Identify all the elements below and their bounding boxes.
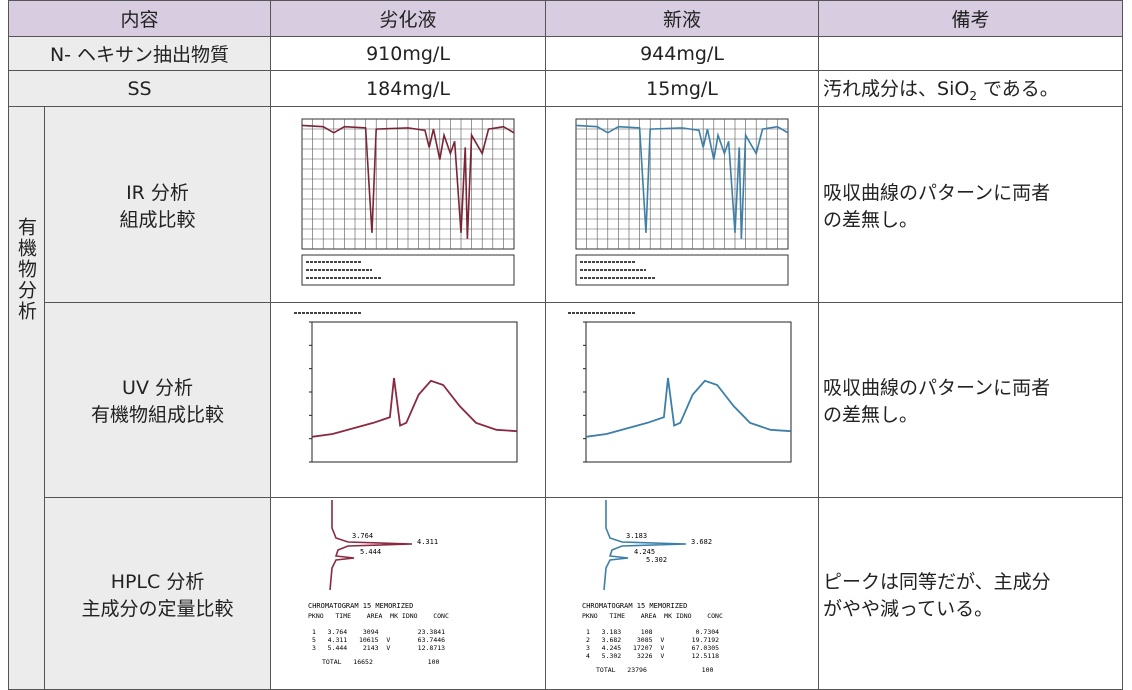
ir-spectrum: [575, 118, 789, 286]
note: 吸収曲線のパターンに両者 の差無し。: [818, 106, 1124, 303]
uv-spectrum: [294, 311, 518, 462]
cell: 15mg/L: [545, 70, 820, 107]
uv-spectrum: [568, 311, 792, 462]
header-cell: 備考: [818, 0, 1124, 37]
header-row: 内容 劣化液 新液 備考: [7, 0, 1124, 37]
peak-label: 5.302: [646, 556, 667, 564]
image-cell: 3.183 3.682 4.245 5.302 CHROMATOGRAM 15 MEMO…: [545, 497, 820, 690]
hplc-chromatogram: 3.764 4.311 5.444 CHROMATOGRAM 15 MEMORIZED…: [308, 500, 449, 666]
text: 組成比較: [119, 208, 196, 231]
cell: 184mg/L: [270, 70, 547, 107]
axes: [585, 321, 792, 462]
table-row: 1 3.764 3094 23.3841: [312, 628, 445, 636]
cell: 910mg/L: [270, 36, 547, 71]
image-cell: 3.764 4.311 5.444 CHROMATOGRAM 15 MEMORIZED…: [270, 497, 547, 690]
row: N- ヘキサン抽出物質 910mg/L 944mg/L: [7, 36, 1124, 71]
table-row: 3 4.245 17207 V 67.0305: [586, 644, 719, 652]
text: 吸収曲線のパターンに両者: [823, 181, 1051, 204]
table-total: TOTAL 23796 100: [596, 666, 713, 674]
peak-label: 5.444: [360, 548, 381, 556]
row: UV 分析有機物組成比較 吸収曲線のパターンに両者 の差無し。: [9, 302, 1124, 498]
group-label-cell: 有機物分析: [8, 106, 45, 690]
image-cell: [270, 302, 547, 498]
spectrum-line: [585, 377, 792, 438]
row: SS 184mg/L 15mg/L 汚れ成分は、SiO2 である。: [7, 70, 1124, 107]
image-cell: [270, 106, 547, 303]
table-columns: PKNO TIME AREA MK IDNO CONC: [582, 612, 723, 620]
group-label: 有機物分析: [15, 217, 37, 322]
table-total: TOTAL 16652 100: [322, 658, 439, 666]
subscript: 2: [969, 88, 977, 103]
text: 有機物組成比較: [91, 404, 225, 426]
table-row: 4 5.302 3226 V 12.5118: [586, 652, 719, 660]
text: の差無し。: [823, 208, 919, 231]
spectrum-line: [575, 124, 789, 239]
peak-label: 3.183: [626, 532, 647, 540]
chromatogram-line: [603, 500, 687, 591]
row-label: N- ヘキサン抽出物質: [7, 36, 272, 71]
analysis-table: 内容 劣化液 新液 備考 N- ヘキサン抽出物質 910mg/L 944mg/L…: [7, 0, 1124, 690]
header-cell: 内容: [7, 0, 272, 37]
footer-box: [301, 254, 515, 286]
row: 有機物分析 IR 分析組成比較 吸収曲線のパターンに両者 の差無し。: [8, 106, 1124, 690]
text: がやや減っている。: [823, 597, 994, 620]
peak-label: 3.764: [352, 532, 373, 540]
row-label: HPLC 分析主成分の定量比較: [43, 497, 272, 690]
row-label: SS: [7, 70, 272, 107]
image-cell: [545, 302, 820, 498]
axes: [311, 321, 518, 462]
text: である。: [976, 78, 1059, 101]
chromatogram-heading: CHROMATOGRAM 15 MEMORIZED: [308, 602, 413, 610]
table-columns: PKNO TIME AREA MK IDNO CONC: [308, 612, 449, 620]
footer-box: [575, 254, 789, 286]
text: UV 分析: [122, 377, 193, 399]
peak-label: 4.245: [634, 548, 655, 556]
row-label: UV 分析有機物組成比較: [43, 302, 272, 498]
row: HPLC 分析主成分の定量比較 3.764 4.311 5.444 CHROMATOG…: [9, 497, 1124, 690]
text: 吸収曲線のパターンに両者: [823, 377, 1051, 399]
spectrum-line: [301, 124, 515, 239]
text: 主成分の定量比較: [81, 597, 234, 620]
text: ピークは同等だが、主成分: [823, 570, 1051, 593]
note: ピークは同等だが、主成分 がやや減っている。: [818, 497, 1124, 690]
spectrum-line: [311, 377, 518, 438]
ir-spectrum: [301, 118, 515, 286]
table-row: 1 3.183 108 0.7304: [586, 628, 719, 636]
table-row: 2 3.682 3085 V 19.7192: [586, 636, 719, 644]
image-cell: [545, 106, 820, 303]
text: IR 分析: [126, 181, 189, 204]
text: HPLC 分析: [110, 570, 205, 593]
note: 汚れ成分は、SiO2 である。: [818, 70, 1124, 107]
table-row: 5 4.311 10615 V 63.7446: [312, 636, 445, 644]
peak-label: 4.311: [417, 538, 438, 546]
cell: [818, 36, 1124, 71]
row-label: IR 分析組成比較: [43, 106, 272, 303]
note: 吸収曲線のパターンに両者 の差無し。: [818, 302, 1124, 498]
chromatogram-heading: CHROMATOGRAM 15 MEMORIZED: [582, 602, 687, 610]
table-row: 3 5.444 2143 V 12.8713: [312, 644, 445, 652]
cell: 944mg/L: [545, 36, 820, 71]
peak-label: 3.682: [691, 538, 712, 546]
header-cell: 新液: [545, 0, 820, 37]
chromatogram-line: [329, 500, 413, 591]
text: 汚れ成分は、SiO: [823, 78, 970, 101]
text: の差無し。: [823, 404, 919, 426]
header-cell: 劣化液: [270, 0, 547, 37]
